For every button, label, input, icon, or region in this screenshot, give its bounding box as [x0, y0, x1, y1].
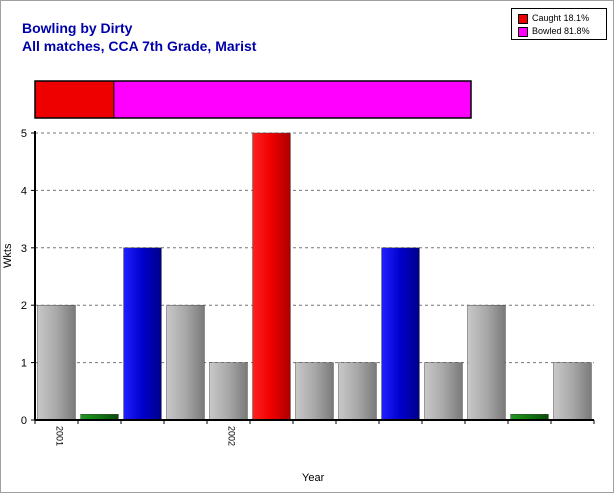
legend-swatch-bowled — [518, 26, 528, 37]
y-tick-label: 1 — [21, 358, 27, 370]
x-tick-label: 2002 — [227, 426, 237, 446]
chart-subtitle: All matches, CCA 7th Grade, Marist — [22, 38, 257, 54]
proportion-bar — [34, 80, 472, 119]
axes — [34, 131, 595, 424]
bar-9 — [424, 362, 463, 421]
chart-title: Bowling by Dirty — [22, 20, 133, 36]
proportion-segment-bowled — [113, 81, 471, 118]
x-axis-label: Year — [302, 472, 325, 484]
y-tick-label: 4 — [21, 185, 27, 197]
y-tick-label: 0 — [21, 415, 27, 427]
bar-7 — [338, 362, 377, 421]
proportion-bar-border — [34, 80, 472, 119]
proportion-segment-caught — [35, 81, 114, 118]
legend: Caught 18.1% Bowled 81.8% — [511, 8, 607, 40]
legend-label-bowled: Bowled — [532, 26, 562, 36]
bar-3 — [166, 304, 205, 421]
bar-8 — [381, 247, 420, 421]
x-tick-labels: 2001 2002 — [55, 426, 237, 446]
bars — [37, 132, 592, 421]
bar-2 — [123, 247, 162, 421]
x-tick-label: 2001 — [55, 426, 65, 446]
y-tick-label: 2 — [21, 300, 27, 312]
bar-10 — [467, 304, 506, 421]
y-tick-label: 5 — [21, 128, 27, 140]
y-tick-labels: 0 1 2 3 4 5 — [21, 128, 27, 427]
legend-swatch-caught — [518, 13, 528, 24]
legend-value-bowled: 81.8% — [564, 26, 590, 36]
bar-5 — [252, 132, 291, 421]
bar-12 — [553, 362, 592, 421]
legend-label-caught: Caught — [532, 13, 562, 23]
bar-0 — [37, 304, 76, 421]
legend-value-caught: 18.1% — [563, 13, 590, 23]
bar-6 — [295, 362, 334, 421]
legend-item-bowled: Bowled 81.8% — [518, 25, 590, 37]
y-axis-label: Wkts — [2, 243, 14, 268]
y-tick-label: 3 — [21, 243, 27, 255]
bar-4 — [209, 362, 248, 421]
legend-item-caught: Caught 18.1% — [518, 12, 589, 24]
